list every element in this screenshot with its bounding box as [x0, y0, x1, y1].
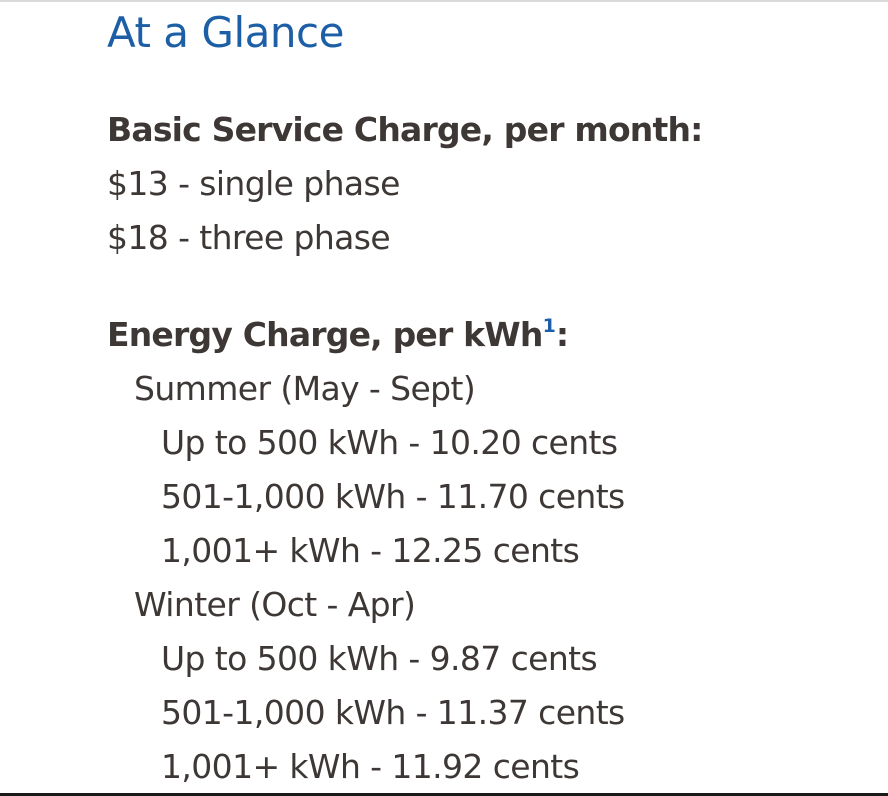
basic-service-three-phase: $18 - three phase — [107, 218, 391, 257]
energy-charge-heading-colon: : — [555, 315, 569, 354]
summer-tier-1: Up to 500 kWh - 10.20 cents — [161, 423, 618, 462]
page-title: At a Glance — [107, 8, 344, 57]
basic-service-single-phase: $13 - single phase — [107, 164, 400, 203]
top-divider — [0, 0, 888, 2]
winter-tier-3: 1,001+ kWh - 11.92 cents — [161, 747, 580, 786]
summer-tier-3: 1,001+ kWh - 12.25 cents — [161, 531, 580, 570]
energy-charge-heading: Energy Charge, per kWh1: — [107, 313, 569, 357]
basic-service-heading: Basic Service Charge, per month: — [107, 110, 703, 149]
summer-tier-2: 501-1,000 kWh - 11.70 cents — [161, 477, 625, 516]
energy-charge-heading-text: Energy Charge, per kWh — [107, 315, 543, 354]
season-summer-label: Summer (May - Sept) — [134, 369, 476, 408]
bottom-divider — [0, 793, 888, 796]
footnote-marker: 1 — [542, 315, 556, 337]
winter-tier-2: 501-1,000 kWh - 11.37 cents — [161, 693, 625, 732]
season-winter-label: Winter (Oct - Apr) — [134, 585, 416, 624]
winter-tier-1: Up to 500 kWh - 9.87 cents — [161, 639, 598, 678]
